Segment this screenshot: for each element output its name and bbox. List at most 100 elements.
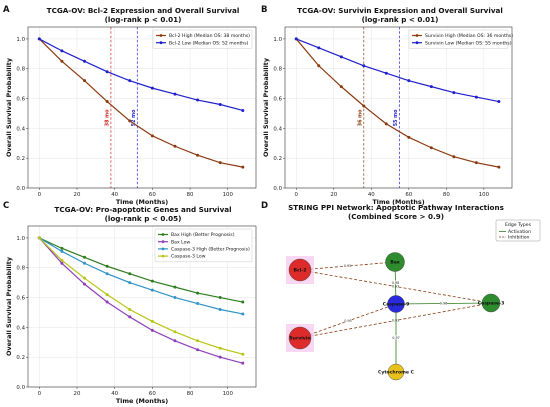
x-tick-label: 40 xyxy=(111,391,118,397)
data-point xyxy=(384,122,388,126)
legend-label: Bcl-2 High (Median OS: 38 months) xyxy=(169,33,250,39)
series-line xyxy=(295,38,499,168)
data-point xyxy=(173,339,177,343)
network-subtitle: (Combined Score > 0.9) xyxy=(348,212,444,221)
data-point xyxy=(474,161,478,165)
series-line xyxy=(38,237,243,355)
data-point xyxy=(294,37,298,41)
legend-label: Caspase-3 High (Better Prognosis) xyxy=(171,247,250,253)
data-point xyxy=(362,104,366,108)
chart-title: TCGA-OV: Bcl-2 Expression and Overall Su… xyxy=(47,6,240,15)
y-axis-label: Overall Survival Probability xyxy=(5,57,13,157)
node-label: Caspase-9 xyxy=(383,302,410,308)
y-tick-label: 0.2 xyxy=(16,355,25,361)
y-tick-label: 0.8 xyxy=(16,67,25,73)
x-tick-label: 80 xyxy=(443,192,450,198)
median-label: 36 mo xyxy=(357,109,363,126)
data-point xyxy=(196,98,200,102)
y-tick-label: 0.4 xyxy=(273,126,282,132)
x-tick-label: 20 xyxy=(330,192,337,198)
data-point xyxy=(241,361,245,365)
y-tick-label: 0.2 xyxy=(273,156,282,162)
data-point xyxy=(196,153,200,157)
series-line xyxy=(39,237,243,315)
series-line xyxy=(38,38,243,168)
x-axis-label: Time (Months) xyxy=(372,198,424,206)
data-point xyxy=(128,307,132,311)
data-point xyxy=(37,37,41,41)
x-tick-label: 0 xyxy=(38,192,42,198)
y-tick-label: 0.6 xyxy=(16,97,25,103)
edge-label: 0.97 xyxy=(392,336,400,340)
edge-legend-label: Activation xyxy=(508,229,531,235)
x-tick-label: 0 xyxy=(38,391,42,397)
x-tick-label: 40 xyxy=(111,192,118,198)
data-point xyxy=(83,282,87,286)
data-point xyxy=(497,165,501,169)
data-point xyxy=(429,85,433,89)
panel-b: B TCGA-OV: Survivin Expression and Overal… xyxy=(261,5,513,206)
plot-frame xyxy=(27,26,257,189)
y-axis-label: Overall Survival Probability xyxy=(262,57,270,157)
data-point xyxy=(339,55,343,59)
edge-label: 0.93 xyxy=(392,318,400,322)
edge-label-bg xyxy=(392,317,399,322)
x-tick-label: 100 xyxy=(479,192,490,198)
panel-c: C TCGA-OV: Pro-apoptotic Genes and Surviv… xyxy=(3,201,257,405)
data-point xyxy=(497,100,501,104)
data-point xyxy=(105,272,109,276)
data-point xyxy=(128,79,132,83)
data-point xyxy=(173,330,177,334)
data-point xyxy=(150,319,154,323)
data-point xyxy=(173,92,177,96)
data-point xyxy=(105,70,109,74)
data-point xyxy=(150,279,154,283)
data-point xyxy=(60,59,64,63)
edge-label-bg xyxy=(344,318,352,323)
node-label: Bcl-2 xyxy=(294,268,307,274)
y-tick-label: 0.8 xyxy=(16,266,25,272)
node-label: Caspase-3 xyxy=(478,301,505,307)
x-tick-label: 80 xyxy=(187,391,194,397)
data-point xyxy=(173,144,177,148)
data-point xyxy=(60,246,64,250)
x-axis-label: Time (Months) xyxy=(116,397,168,405)
node-label: Cytochrome C xyxy=(378,370,415,376)
y-tick-label: 1.0 xyxy=(273,37,282,43)
legend-marker xyxy=(161,240,165,244)
data-point xyxy=(150,288,154,292)
edge-legend-title: Edge Types xyxy=(505,222,532,228)
network-node-cytc xyxy=(387,363,405,381)
data-point xyxy=(83,255,87,259)
legend-label: Bax Low xyxy=(171,239,190,245)
x-tick-label: 20 xyxy=(74,391,81,397)
y-tick-label: 0.0 xyxy=(16,385,25,391)
series-line xyxy=(39,38,243,112)
data-point xyxy=(317,64,321,68)
data-point xyxy=(241,165,245,169)
chart-subtitle: (log-rank p < 0.05) xyxy=(105,214,182,223)
x-axis-label: Time (Months) xyxy=(116,198,168,206)
edge-label: 0.96 xyxy=(440,301,448,305)
network-node-bcl2 xyxy=(288,258,312,282)
x-tick-label: 60 xyxy=(149,192,156,198)
data-point xyxy=(128,281,132,285)
legend-label: Bcl-2 Low (Median OS: 52 months) xyxy=(169,40,249,46)
y-tick-label: 0.6 xyxy=(273,97,282,103)
data-point xyxy=(196,339,200,343)
data-point xyxy=(105,264,109,268)
data-point xyxy=(150,328,154,332)
data-point xyxy=(128,119,132,123)
legend-marker xyxy=(161,247,165,251)
edge-legend-box xyxy=(495,219,541,242)
data-point xyxy=(241,300,245,304)
data-point xyxy=(452,91,456,95)
node-label: Bax xyxy=(390,260,400,266)
legend-label: Survivin High (Median OS: 36 months) xyxy=(425,33,513,39)
data-point xyxy=(362,64,366,68)
legend-label: Bax High (Better Prognosis) xyxy=(171,232,235,238)
chart-subtitle: (log-rank p < 0.01) xyxy=(105,15,182,24)
legend-box xyxy=(154,228,253,263)
edge-label-bg xyxy=(392,280,399,285)
